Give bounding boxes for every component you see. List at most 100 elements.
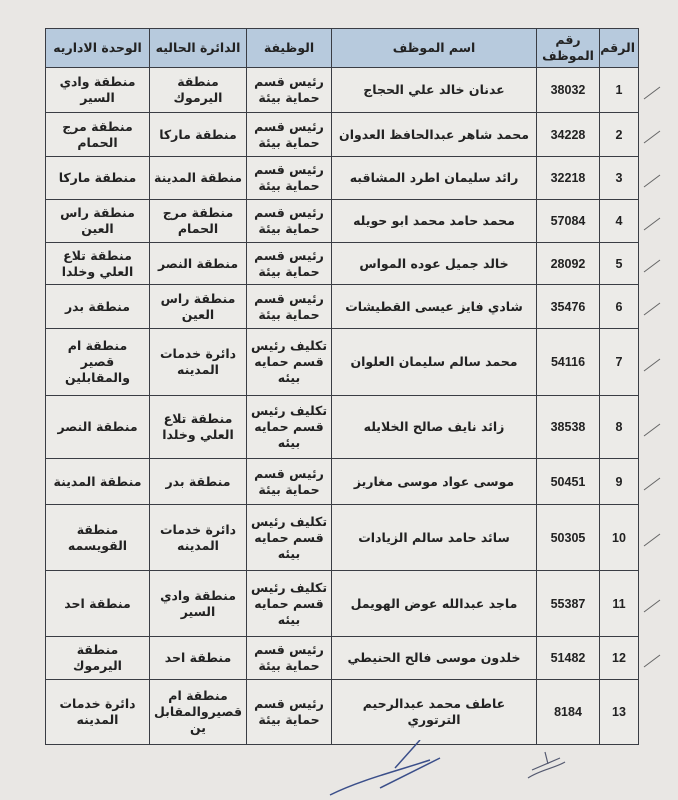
admin-unit-line: منطقة ماركا [58,170,137,185]
current-department: دائرة خدمات المدينه [149,504,247,571]
employee-number: 38032 [536,67,600,113]
employee-number: 38538 [536,395,600,459]
admin-unit-line: السير [80,90,115,105]
table-row: 5 28092 خالد جميل عوده المواس رئيس قسم حماية… [45,242,639,285]
current-department: منطقة ام قصيروالمقابل ين [149,679,247,745]
employee-name: خالد جميل عوده المواس [331,242,537,285]
employee-name: زائد نايف صالح الخلايله [331,395,537,459]
current-department: دائرة خدمات المدينه [149,328,247,396]
initials-mark [527,751,566,779]
current-department: منطقة راس العين [149,284,247,329]
table-row: 1 38032 عدنان خالد علي الحجاج رئيس قسم حماية… [45,67,639,113]
current-department-line: السير [180,603,216,619]
current-department-line: المدينه [177,362,219,377]
admin-unit: منطقة اليرموك [45,636,150,680]
admin-unit: منطقة تلاع العلي وخلدا [45,242,150,285]
job-title-line: حماية بيئة [258,712,320,727]
current-department-line: منطقة ام [168,688,228,703]
job-title-line: حماية بيئة [258,658,320,673]
header-job: الوظيفة [246,28,332,68]
row-number: 6 [599,284,639,329]
checkmark-icon [643,599,661,613]
current-department: منطقة مرج الحمام [149,199,247,243]
job-title-line: بيئه [277,611,301,627]
current-department: منطقة ماركا [149,112,247,157]
admin-unit-line: والمقابلين [65,370,130,385]
checkmark-icon [643,86,661,99]
row-number: 4 [599,199,639,243]
current-department-line: منطقة [177,74,219,89]
job-title-line: رئيس قسم [254,118,324,134]
job-title: تكليف رئيس قسم حمايه بيئه [246,570,332,637]
job-title-line: حماية بيئة [258,178,320,193]
checkmark-icon [643,654,661,667]
employee-number: 55387 [536,570,600,637]
employee-number: 34228 [536,112,600,157]
row-number: 1 [599,67,639,113]
employee-name: محمد حامد محمد ابو حويله [331,199,537,243]
admin-unit: منطقة راس العين [45,199,150,243]
table-row: 8 38538 زائد نايف صالح الخلايله تكليف رئيس ق… [45,395,639,459]
job-title-line: حماية بيئة [258,306,320,322]
admin-unit-line: الحمام [77,134,118,150]
admin-unit-line: العلي وخلدا [61,263,134,279]
header-name: اسم الموظف [331,28,537,68]
current-department-line: العين [181,306,215,322]
job-title-line: رئيس قسم [254,74,324,89]
employee-table: الرقم رقم الموظف اسم الموظف الوظيفة الدا… [45,28,639,745]
table-row: 7 54116 محمد سالم سليمان العلوان تكليف رئيس… [45,328,639,396]
row-number: 11 [599,570,639,637]
job-title: تكليف رئيس قسم حمايه بيئه [246,395,332,459]
job-title: رئيس قسم حماية بيئة [246,636,332,680]
job-title: رئيس قسم حماية بيئة [246,242,332,285]
admin-unit-line: المدينه [76,712,119,727]
header-num: الرقم [599,28,639,68]
checkmark-icon [643,302,661,316]
employee-number: 50305 [536,504,600,571]
current-department-line: اليرموك [173,90,223,105]
current-department: منطقة النصر [149,242,247,285]
row-number: 7 [599,328,639,396]
job-title-line: بيئه [277,545,301,561]
job-title-line: حماية بيئة [258,134,320,150]
admin-unit-line: دائرة خدمات [59,696,136,711]
table-row: 2 34228 محمد شاهر عبدالحافظ العدوان رئيس قس… [45,112,639,157]
job-title: رئيس قسم حماية بيئة [246,112,332,157]
job-title: رئيس قسم حماية بيئة [246,67,332,113]
current-department-line: منطقة بدر [165,473,231,489]
admin-unit: منطقة ام قصير والمقابلين [45,328,150,396]
admin-unit: منطقة مرج الحمام [45,112,150,157]
current-department: منطقة تلاع العلي وخلدا [149,395,247,459]
current-department-line: منطقة راس [160,290,236,306]
employee-number: 35476 [536,284,600,329]
current-department: منطقة وادي السير [149,570,247,637]
job-title-line: تكليف رئيس [250,338,328,353]
table-row: 12 51482 خلدون موسى فالح الحنيطي رئيس قسم حم… [45,636,639,680]
job-title: رئيس قسم حماية بيئة [246,458,332,505]
row-number: 5 [599,242,639,285]
admin-unit: منطقة القويسمه [45,504,150,571]
admin-unit-line: العين [81,221,114,236]
job-title-line: قسم حمايه [254,595,324,611]
row-number: 12 [599,636,639,680]
row-number: 13 [599,679,639,745]
job-title-line: تكليف رئيس [250,513,328,529]
job-title-line: رئيس قسم [254,205,324,220]
admin-unit: منطقة احد [45,570,150,637]
job-title-line: رئيس قسم [254,642,324,657]
job-title-line: تكليف رئيس [250,403,328,418]
employee-number: 50451 [536,458,600,505]
header-current-dept: الدائرة الحاليه [149,28,247,68]
current-department-line: منطقة وادي [160,587,236,603]
employee-number: 54116 [536,328,600,396]
job-title-line: قسم حمايه [254,529,324,545]
checkmark-icon [643,259,661,273]
job-title: رئيس قسم حماية بيئة [246,284,332,329]
employee-name: عاطف محمد عبدالرحيم الترتوري [331,679,537,745]
admin-unit-line: منطقة [76,642,119,657]
current-department: منطقة المدينة [149,156,247,200]
current-department: منطقة اليرموك [149,67,247,113]
admin-unit: دائرة خدمات المدينه [45,679,150,745]
checkmark-icon [643,477,661,491]
admin-unit-line: منطقة المدينة [53,473,142,489]
